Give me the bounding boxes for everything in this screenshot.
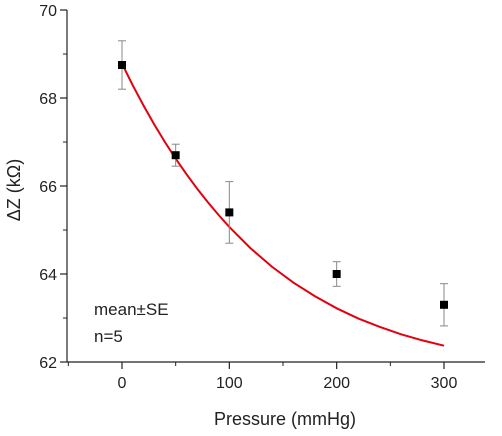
y-ticks: 62 64 66 68 70: [39, 3, 67, 372]
fit-curve: [121, 63, 445, 347]
x-tick-label: 100: [216, 375, 243, 392]
fit-curve-group: [121, 63, 445, 347]
data-point: [440, 300, 448, 309]
data-point: [118, 61, 126, 69]
y-axis-label: ΔZ (kΩ): [4, 159, 24, 221]
x-axis-label: Pressure (mmHg): [214, 409, 356, 429]
data-points: [118, 40, 448, 327]
y-tick-label: 62: [39, 355, 57, 372]
y-tick-label: 68: [39, 91, 57, 108]
data-point: [332, 270, 341, 278]
data-point: [225, 208, 234, 217]
annotation-n: n=5: [94, 327, 123, 346]
x-ticks: 0 100 200 300: [67, 362, 458, 392]
data-point: [171, 151, 180, 160]
x-tick-label: 300: [431, 375, 458, 392]
y-tick-label: 66: [39, 179, 57, 196]
y-tick-label: 64: [39, 267, 57, 284]
annotation-mean-se: mean±SE: [94, 300, 169, 319]
y-tick-label: 70: [39, 3, 57, 20]
x-tick-label: 0: [118, 375, 127, 392]
x-tick-label: 200: [323, 375, 350, 392]
